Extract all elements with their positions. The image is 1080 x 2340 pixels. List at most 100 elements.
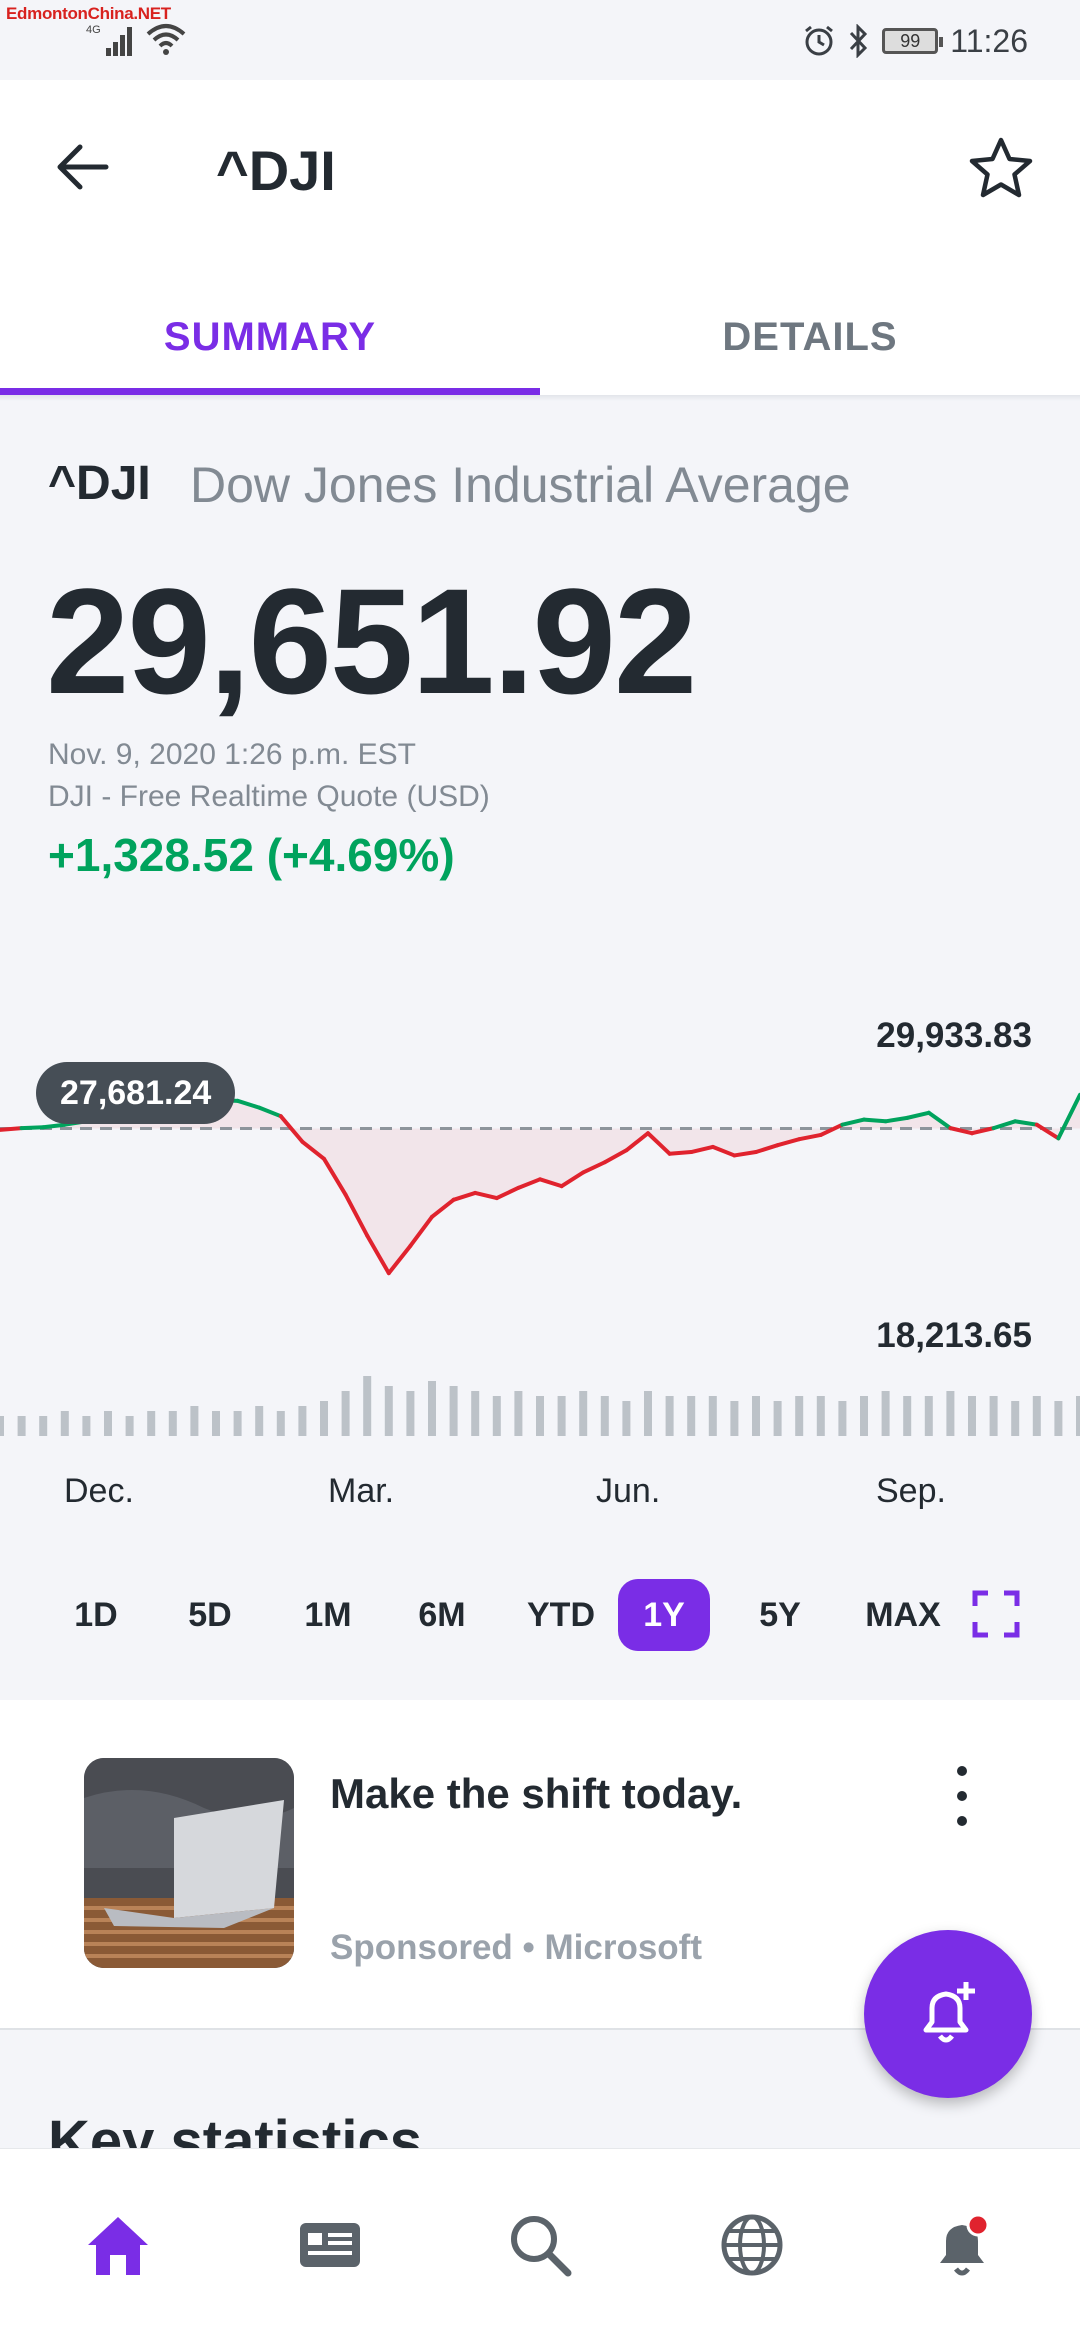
volume-bar: [384, 1386, 393, 1436]
back-arrow-icon[interactable]: [48, 132, 118, 202]
previous-close-label: 27,681.24: [36, 1062, 236, 1124]
more-options-icon[interactable]: [944, 1766, 980, 1826]
volume-bar: [946, 1391, 955, 1436]
volume-bar: [514, 1391, 523, 1436]
volume-bar: [600, 1396, 609, 1436]
volume-bar: [363, 1376, 372, 1436]
price-line-segment: [0, 1126, 24, 1132]
app-header: ^DJI SUMMARY DETAILS: [0, 80, 1080, 395]
volume-bar: [1011, 1401, 1020, 1436]
volume-bar: [168, 1411, 177, 1436]
laptop-photo-icon: [84, 1758, 294, 1968]
price-line-segment: [257, 1105, 283, 1119]
price-line-segment: [710, 1144, 737, 1158]
nav-search[interactable]: [502, 2207, 578, 2283]
range-5d[interactable]: 5D: [188, 1596, 232, 1634]
volume-bar: [276, 1411, 285, 1436]
globe-icon: [721, 2214, 783, 2276]
price-line-segment: [322, 1156, 348, 1197]
range-1d[interactable]: 1D: [74, 1596, 118, 1634]
price-line-segment: [689, 1144, 715, 1155]
volume-bar: [17, 1416, 26, 1436]
price-line-segment: [905, 1110, 931, 1120]
add-alert-button[interactable]: [864, 1930, 1032, 2098]
price-line-segment: [970, 1126, 996, 1136]
quote-symbol: ^DJI: [48, 457, 151, 510]
volume-bar: [0, 1416, 4, 1436]
volume-bar: [708, 1396, 717, 1436]
volume-bar: [255, 1406, 264, 1436]
price-line-segment: [646, 1131, 672, 1156]
chart-low-label: 18,213.65: [876, 1316, 1032, 1355]
price-line-segment: [278, 1114, 305, 1144]
volume-bar: [557, 1396, 566, 1436]
star-icon[interactable]: [964, 132, 1038, 206]
tab-summary[interactable]: SUMMARY: [0, 280, 540, 395]
range-max[interactable]: MAX: [865, 1596, 941, 1634]
ad-title[interactable]: Make the shift today.: [330, 1770, 743, 1817]
volume-bar: [838, 1401, 847, 1436]
news-icon: [300, 2223, 360, 2267]
volume-bar: [212, 1411, 220, 1436]
price-line-segment: [41, 1122, 67, 1130]
price-line-segment: [818, 1122, 845, 1137]
range-6m[interactable]: 6M: [418, 1596, 466, 1634]
volume-bar: [622, 1401, 631, 1436]
tab-bar: SUMMARY DETAILS: [0, 280, 1080, 395]
volume-bar: [60, 1411, 69, 1436]
wifi-icon: [146, 24, 186, 55]
nav-home[interactable]: [80, 2207, 156, 2283]
nav-markets[interactable]: [714, 2207, 790, 2283]
price-line-segment: [862, 1117, 888, 1124]
price-line-segment: [516, 1177, 542, 1190]
price-line-segment: [559, 1170, 586, 1189]
tab-details[interactable]: DETAILS: [722, 315, 898, 359]
range-ytd[interactable]: YTD: [527, 1596, 595, 1634]
volume-bar: [536, 1396, 544, 1436]
range-1m[interactable]: 1M: [304, 1596, 352, 1634]
volume-bar: [471, 1391, 480, 1436]
alarm-icon: [805, 25, 834, 56]
status-brand: EdmontonChina.NET: [6, 4, 171, 23]
price-line-segment: [343, 1192, 370, 1238]
price-line-segment: [667, 1150, 694, 1156]
search-icon: [511, 2216, 572, 2277]
volume-bar: [104, 1411, 112, 1436]
fullscreen-icon[interactable]: [972, 1590, 1020, 1638]
volume-bar: [860, 1396, 868, 1436]
volume-bar: [644, 1391, 652, 1436]
home-icon: [88, 2217, 148, 2275]
quote-source: DJI - Free Realtime Quote (USD): [48, 780, 490, 813]
price-line-segment: [386, 1243, 413, 1276]
price-line-segment: [473, 1190, 499, 1201]
battery-icon: 99: [882, 28, 944, 54]
nav-notifications[interactable]: [924, 2207, 1000, 2283]
ad-image[interactable]: [84, 1758, 294, 1968]
volume-bar: [147, 1411, 156, 1436]
range-1y[interactable]: 1Y: [618, 1579, 710, 1651]
page-title: ^DJI: [216, 139, 336, 202]
volume-bar: [1054, 1401, 1063, 1436]
x-tick-label: Mar.: [328, 1472, 395, 1510]
price-line-segment: [235, 1098, 262, 1110]
chart-area-fill: [0, 1094, 1080, 1274]
volume-bar: [449, 1386, 458, 1436]
range-5y[interactable]: 5Y: [759, 1596, 801, 1634]
quote-change: +1,328.52 (+4.69%): [48, 829, 455, 881]
price-chart[interactable]: [0, 990, 1080, 1460]
price-chart-svg: [0, 1092, 1080, 1436]
price-line-segment: [365, 1233, 391, 1276]
price-line-segment: [991, 1119, 1018, 1131]
volume-bar: [752, 1396, 760, 1436]
volume-bar: [125, 1416, 134, 1436]
price-line-segment: [300, 1139, 326, 1161]
price-line-segment: [430, 1197, 456, 1219]
nav-news[interactable]: [292, 2207, 368, 2283]
volume-bar: [320, 1401, 328, 1436]
status-bar: EdmontonChina.NET 4G 99 11:26: [0, 0, 1080, 80]
price-line-segment: [602, 1148, 629, 1165]
quote-name: Dow Jones Industrial Average: [190, 457, 851, 513]
price-line-segment: [1056, 1092, 1080, 1141]
header-divider: [0, 395, 1080, 401]
volume-bar: [406, 1391, 415, 1436]
